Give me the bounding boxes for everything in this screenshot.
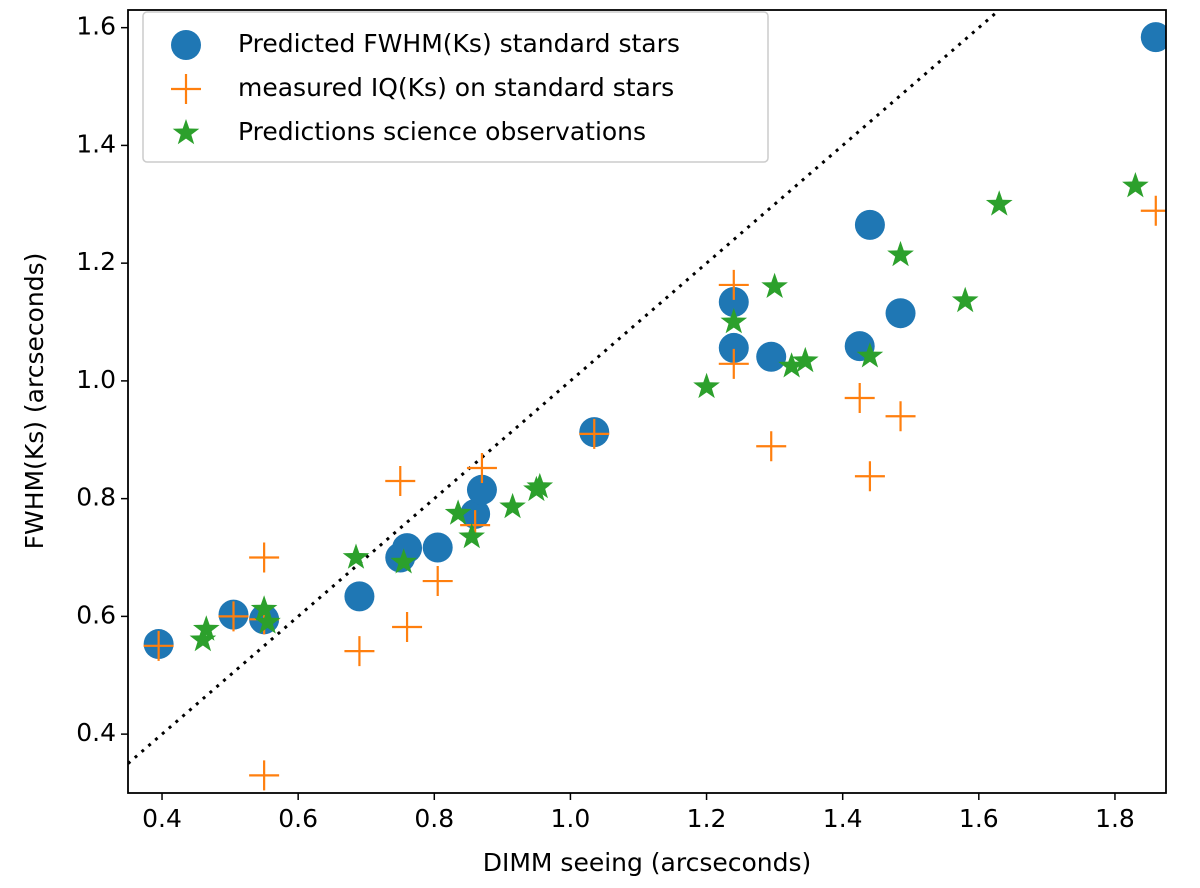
point [344, 581, 375, 612]
point [422, 566, 453, 597]
point [249, 760, 280, 791]
point [254, 608, 281, 634]
point [856, 342, 884, 368]
y-tick-label: 1.6 [76, 12, 116, 41]
x-tick-label: 0.6 [278, 804, 318, 833]
legend-marker [172, 119, 200, 145]
point [693, 372, 720, 399]
point [791, 346, 819, 373]
x-axis-label: DIMM seeing (arcseconds) [483, 848, 812, 877]
legend-label: Predictions science observations [238, 117, 646, 146]
point [718, 269, 749, 300]
point [249, 542, 280, 573]
legend-marker [171, 74, 201, 104]
point [444, 499, 472, 525]
point [385, 465, 416, 496]
point [458, 522, 485, 549]
point [390, 548, 417, 574]
x-tick-label: 0.8 [414, 804, 454, 833]
y-tick-label: 0.8 [76, 483, 116, 512]
point [1140, 22, 1166, 53]
point [499, 492, 526, 519]
series [143, 195, 1166, 791]
point [250, 595, 278, 621]
point [579, 418, 610, 449]
point [466, 474, 497, 505]
x-tick-label: 1.6 [959, 804, 999, 833]
point [342, 543, 370, 569]
point [1122, 172, 1149, 198]
legend: Predicted FWHM(Ks) standard stars measure… [142, 11, 769, 163]
y-tick-label: 0.4 [76, 718, 116, 747]
point [854, 461, 885, 492]
point [887, 240, 914, 267]
point [422, 532, 453, 563]
point [761, 272, 788, 298]
point [885, 401, 916, 432]
legend-label: Predicted FWHM(Ks) standard stars [238, 29, 680, 58]
point [344, 636, 375, 667]
y-axis-label: FWHM(Ks) (arcseconds) [20, 253, 49, 550]
x-tick-label: 0.4 [142, 804, 182, 833]
plot-frame [127, 9, 1167, 794]
point [718, 332, 749, 363]
point [526, 472, 554, 499]
point [466, 453, 497, 484]
x-tick-label: 1.4 [823, 804, 863, 833]
y-tick-label: 0.6 [76, 600, 116, 629]
point [844, 382, 875, 413]
legend-label: measured IQ(Ks) on standard stars [238, 73, 674, 102]
point [985, 190, 1013, 216]
point [718, 348, 749, 379]
point [143, 630, 174, 661]
point [392, 611, 423, 642]
point [885, 298, 916, 329]
point [778, 352, 805, 378]
reference-line [128, 10, 1001, 765]
x-tick-label: 1.0 [551, 804, 591, 833]
series [189, 172, 1149, 652]
point [718, 287, 749, 318]
point [193, 615, 220, 641]
point [854, 209, 885, 240]
point [189, 625, 217, 652]
point [756, 341, 787, 372]
point [720, 308, 748, 334]
legend-frame [142, 11, 769, 163]
point [951, 286, 979, 313]
y-tick-label: 1.2 [76, 247, 116, 276]
point [756, 431, 787, 462]
x-tick-label: 1.2 [687, 804, 727, 833]
point [218, 601, 249, 632]
point [392, 533, 423, 564]
legend-marker [171, 30, 201, 60]
x-tick-label: 1.8 [1095, 804, 1135, 833]
y-tick-label: 1.0 [76, 365, 116, 394]
y-tick-label: 1.4 [76, 129, 116, 158]
